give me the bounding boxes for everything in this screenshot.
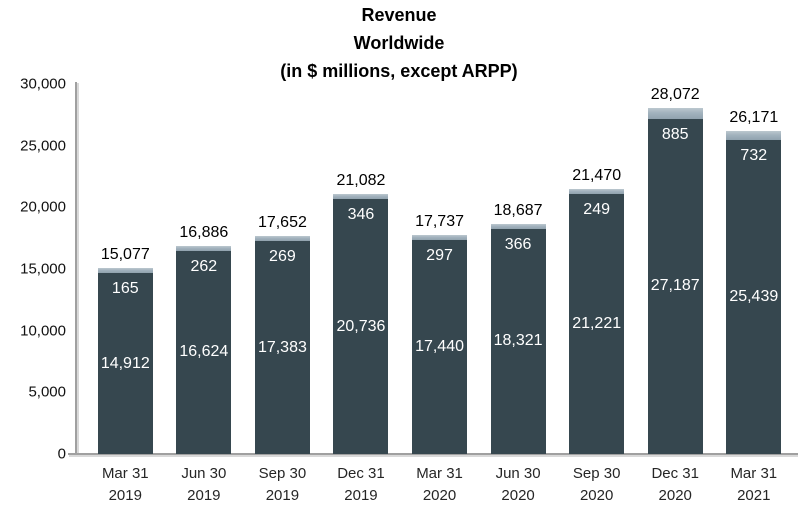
base-segment-value-label: 17,440 [415, 338, 464, 356]
bar-total-label: 17,652 [257, 214, 307, 232]
bar-segment-base: 249 21,221 [569, 194, 625, 454]
y-tick-label: 0 [57, 445, 66, 463]
x-category-date: Mar 31 [730, 465, 778, 482]
top-segment-value-label: 297 [426, 247, 453, 265]
bar-total-label: 15,077 [100, 246, 150, 264]
chart-title: Revenue [361, 5, 437, 25]
bar-total-label: 17,737 [415, 213, 464, 231]
x-category-date: Jun 30 [181, 465, 227, 482]
bar-total-label: 16,886 [179, 223, 229, 241]
y-axis-tick-labels: 0 5,000 10,000 15,000 20,000 25,000 30,000 [0, 76, 66, 463]
base-segment-value-label: 20,736 [336, 317, 386, 335]
bar-segment-top [412, 235, 468, 241]
x-category-year: 2020 [422, 487, 457, 504]
x-category-date: Jun 30 [495, 465, 541, 482]
x-category-label: Jun 30 2019 [165, 463, 244, 506]
top-segment-value-label: 346 [347, 206, 375, 223]
top-segment-value-label: 269 [269, 248, 296, 266]
x-category-year: 2019 [265, 487, 300, 504]
bar-segment-base: 732 25,439 [726, 140, 782, 454]
bar-segment-base: 165 14,912 [97, 273, 153, 454]
bar-total-label: 28,072 [650, 85, 700, 103]
y-tick-label: 10,000 [20, 322, 66, 340]
x-category-year: 2019 [187, 487, 221, 504]
y-tick-label: 25,000 [20, 137, 66, 155]
chart-title-block: Revenue Worldwide (in $ millions, except… [0, 1, 798, 85]
bar-slot: 26,171 732 25,439 [715, 109, 794, 454]
x-category-label: Mar 31 2019 [86, 463, 165, 506]
plot-area: 15,077 165 14,912 16,886 262 16,624 17,652 269 1… [86, 84, 793, 454]
bar-segment-top [726, 131, 782, 141]
y-tick-label: 30,000 [20, 75, 66, 93]
x-category-label: Dec 31 2020 [636, 463, 715, 506]
x-category-label: Jun 30 2020 [479, 463, 558, 506]
x-axis-category-labels: Mar 31 2019 Jun 30 2019 Sep 30 2019 Dec 31 2019… [86, 463, 793, 506]
x-category-label: Mar 31 2021 [715, 463, 794, 506]
bar-segment-base: 269 17,383 [254, 241, 310, 454]
bar-segment-top [333, 194, 389, 199]
bar-segment-base: 297 17,440 [412, 240, 468, 454]
y-tick-label: 20,000 [20, 198, 66, 216]
x-category-year: 2019 [108, 487, 142, 504]
bar-total-label: 26,171 [729, 109, 779, 127]
base-segment-value-label: 17,383 [257, 338, 307, 356]
bar-segment-base: 885 27,187 [647, 118, 703, 454]
top-segment-value-label: 262 [190, 257, 218, 275]
bar-total-label: 21,470 [572, 167, 622, 185]
bar-total-label: 18,687 [493, 201, 543, 219]
bar-total-label: 21,082 [336, 172, 386, 189]
base-segment-value-label: 21,221 [572, 315, 622, 333]
base-segment-value-label: 16,624 [179, 343, 229, 361]
bar-segment-base: 366 18,321 [490, 228, 546, 454]
top-segment-value-label: 366 [504, 235, 532, 253]
x-category-label: Mar 31 2020 [400, 463, 479, 506]
bar-segment-top [490, 223, 546, 229]
y-axis-line [75, 82, 77, 456]
base-segment-value-label: 25,439 [729, 288, 779, 306]
x-category-year: 2019 [344, 487, 378, 504]
x-category-year: 2020 [658, 487, 692, 504]
x-category-label: Sep 30 2019 [243, 463, 322, 506]
chart-subtitle: Worldwide [353, 33, 445, 53]
bar-segment-top [647, 107, 703, 119]
bar-slot: 21,470 249 21,221 [557, 167, 636, 454]
bar-slot: 16,886 262 16,624 [165, 224, 244, 454]
x-category-date: Mar 31 [101, 465, 149, 482]
x-category-date: Sep 30 [258, 465, 307, 482]
base-segment-value-label: 14,912 [100, 354, 150, 372]
bar-slot: 21,082 346 20,736 [322, 172, 401, 454]
bar-segment-base: 346 20,736 [333, 199, 389, 454]
base-segment-value-label: 27,187 [650, 277, 700, 295]
bar-slot: 28,072 885 27,187 [636, 86, 715, 454]
x-category-year: 2020 [501, 487, 535, 504]
bar-segment-top [569, 189, 625, 195]
x-category-date: Dec 31 [337, 465, 385, 482]
bar-slot: 18,687 366 18,321 [479, 202, 558, 454]
x-category-label: Sep 30 2020 [557, 463, 636, 506]
y-tick-label: 5,000 [28, 383, 66, 401]
top-segment-value-label: 165 [111, 280, 139, 298]
bar-segment-top [97, 268, 153, 274]
base-segment-value-label: 18,321 [493, 332, 543, 350]
x-category-label: Dec 31 2019 [322, 463, 401, 506]
bar-slot: 15,077 165 14,912 [86, 246, 165, 454]
top-segment-value-label: 885 [661, 125, 689, 143]
bar-slot: 17,652 269 17,383 [243, 214, 322, 454]
bar-slot: 17,737 297 17,440 [400, 213, 479, 454]
y-tick-label: 15,000 [20, 260, 66, 278]
top-segment-value-label: 732 [740, 147, 768, 165]
top-segment-value-label: 249 [583, 201, 610, 219]
x-category-date: Sep 30 [572, 465, 621, 482]
chart-units-note: (in $ millions, except ARPP) [280, 61, 518, 81]
x-category-year: 2021 [737, 487, 771, 504]
x-category-year: 2020 [579, 487, 614, 504]
bar-segment-base: 262 16,624 [176, 250, 232, 454]
x-category-date: Dec 31 [651, 465, 699, 482]
bar-segment-top [176, 245, 232, 251]
x-axis-line [68, 453, 798, 455]
x-category-date: Mar 31 [416, 465, 463, 482]
bar-segment-top [254, 236, 310, 242]
